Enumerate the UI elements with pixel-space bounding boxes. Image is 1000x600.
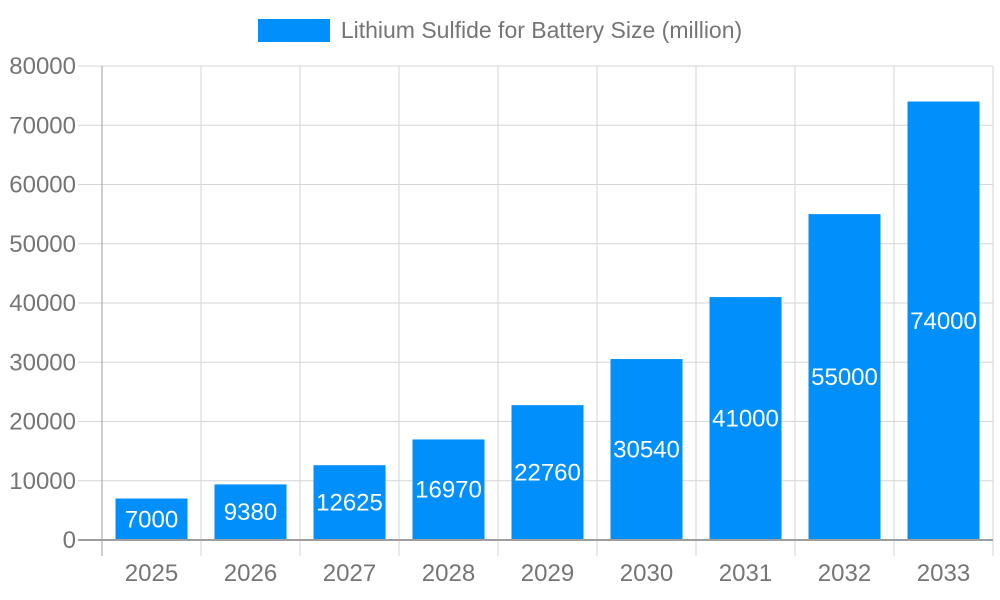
bar-2029[interactable] [511,405,584,540]
bar-value-label: 9380 [224,499,277,526]
bar-value-label: 22760 [514,460,581,487]
legend-label: Lithium Sulfide for Battery Size (millio… [340,17,743,43]
y-axis-tick-label: 50000 [9,231,76,258]
bar-2032[interactable] [808,214,881,540]
y-axis-tick-label: 80000 [9,53,76,80]
y-axis-tick-label: 30000 [9,349,76,376]
x-axis-tick-label: 2030 [620,560,673,587]
bar-value-label: 12625 [316,490,383,517]
bar-2033[interactable] [907,101,980,541]
bar-value-label: 55000 [811,364,878,391]
x-axis-tick-label: 2025 [125,560,178,587]
x-axis-tick-label: 2029 [521,560,574,587]
x-axis-tick-label: 2031 [719,560,772,587]
x-axis-tick-label: 2033 [917,560,970,587]
bar-2025[interactable] [115,498,188,540]
x-axis-tick-label: 2032 [818,560,871,587]
legend-swatch [257,19,330,42]
bar-2028[interactable] [412,439,485,540]
bar-value-label: 74000 [910,308,977,335]
y-axis-tick-label: 60000 [9,172,76,199]
bar-value-label: 16970 [415,477,482,504]
y-axis-tick-label: 0 [63,527,76,554]
y-axis-tick-label: 40000 [9,290,76,317]
bar-2026[interactable] [214,484,287,540]
y-axis-tick-label: 10000 [9,468,76,495]
bar-2027[interactable] [313,465,386,540]
bar-2030[interactable] [610,359,683,540]
legend-item[interactable]: Lithium Sulfide for Battery Size (millio… [257,17,743,44]
x-axis-tick-label: 2028 [422,560,475,587]
bar-value-label: 7000 [125,506,178,533]
x-axis-tick-label: 2027 [323,560,376,587]
y-axis-tick-label: 70000 [9,112,76,139]
x-axis-tick-label: 2026 [224,560,277,587]
legend: Lithium Sulfide for Battery Size (millio… [0,17,1000,44]
y-axis-tick-label: 20000 [9,409,76,436]
bar-value-label: 30540 [613,437,680,464]
bar-2031[interactable] [709,297,782,540]
bar-value-label: 41000 [712,406,779,433]
